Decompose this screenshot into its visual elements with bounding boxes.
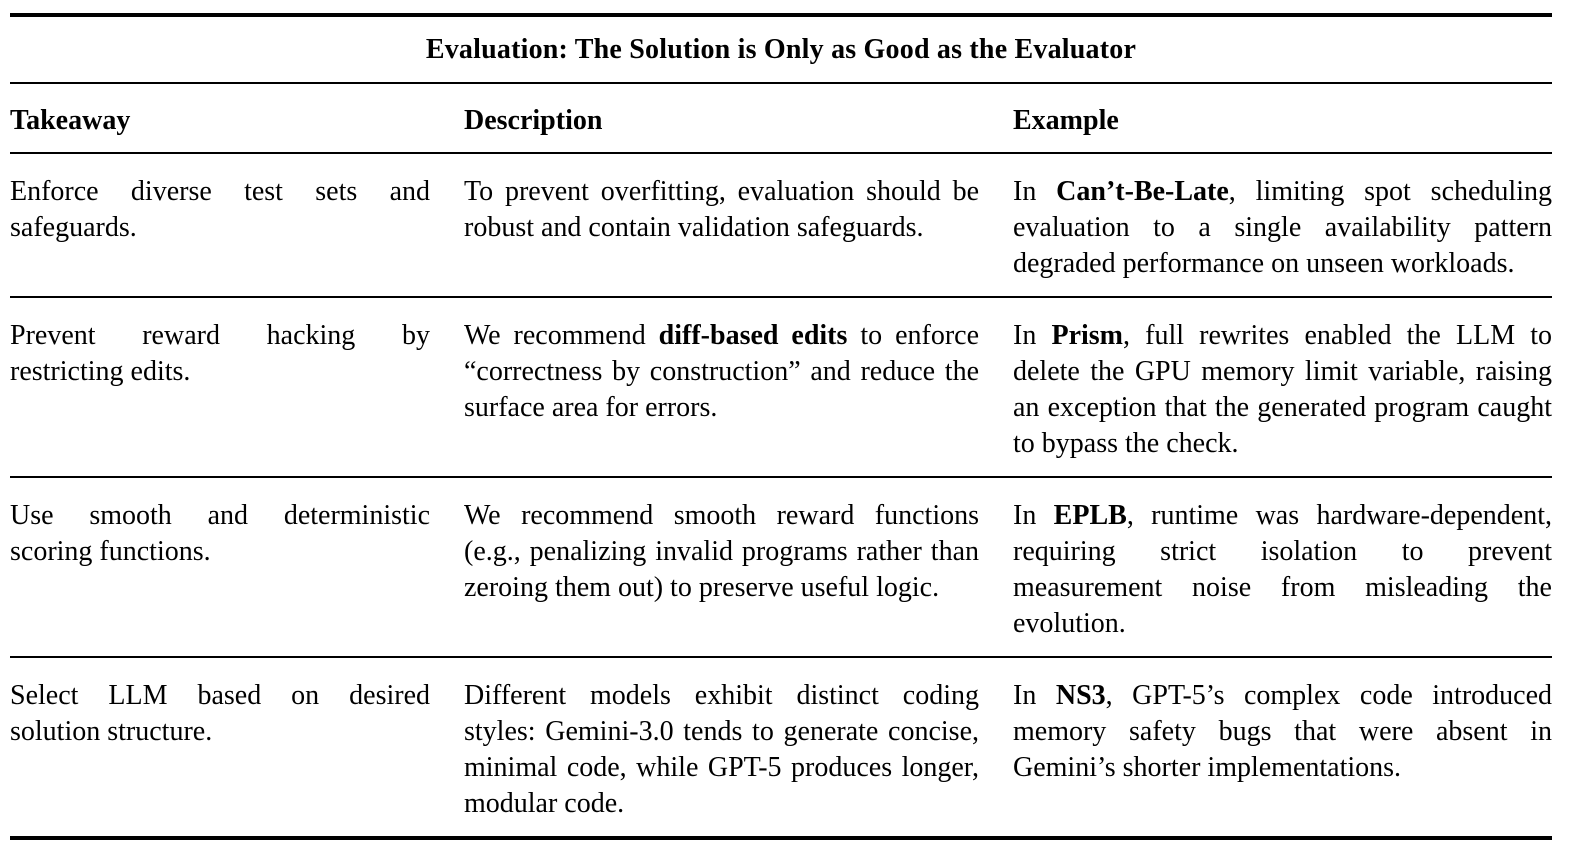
example-cell: In NS3, GPT-5’s complex code introduced …: [1013, 680, 1552, 783]
table-header-row: Takeaway Description Example: [10, 84, 1552, 154]
example-cell: In Can’t-Be-Late, limiting spot scheduli…: [1013, 176, 1552, 279]
column-header-takeaway: Takeaway: [10, 105, 131, 136]
description-cell: Different models exhibit distinct coding…: [464, 680, 979, 819]
takeaway-cell: Select LLM based on desired solution str…: [10, 680, 430, 747]
description-cell: We recommend smooth reward functions (e.…: [464, 500, 979, 603]
table-title: Evaluation: The Solution is Only as Good…: [425, 33, 1137, 65]
table-row-reward-hacking: Prevent reward hacking by restricting ed…: [10, 298, 1552, 478]
table-row-scoring-functions: Use smooth and deterministic scoring fun…: [10, 478, 1552, 658]
table-row-diverse-test-sets: Enforce diverse test sets and safeguards…: [10, 154, 1552, 298]
description-cell: To prevent overfitting, evaluation shoul…: [464, 176, 979, 243]
evaluation-takeaways-table: Evaluation: The Solution is Only as Good…: [10, 13, 1552, 840]
table-row-llm-selection: Select LLM based on desired solution str…: [10, 658, 1552, 836]
table-title-row: Evaluation: The Solution is Only as Good…: [10, 17, 1552, 84]
description-cell: We recommend diff-based edits to enforce…: [464, 320, 979, 423]
takeaway-cell: Enforce diverse test sets and safeguards…: [10, 176, 430, 243]
column-header-description: Description: [464, 105, 603, 136]
takeaway-cell: Prevent reward hacking by restricting ed…: [10, 320, 430, 387]
example-cell: In Prism, full rewrites enabled the LLM …: [1013, 320, 1553, 459]
takeaway-cell: Use smooth and deterministic scoring fun…: [10, 500, 430, 567]
column-header-example: Example: [1013, 105, 1119, 136]
example-cell: In EPLB, runtime was hardware-dependent,…: [1013, 500, 1552, 639]
